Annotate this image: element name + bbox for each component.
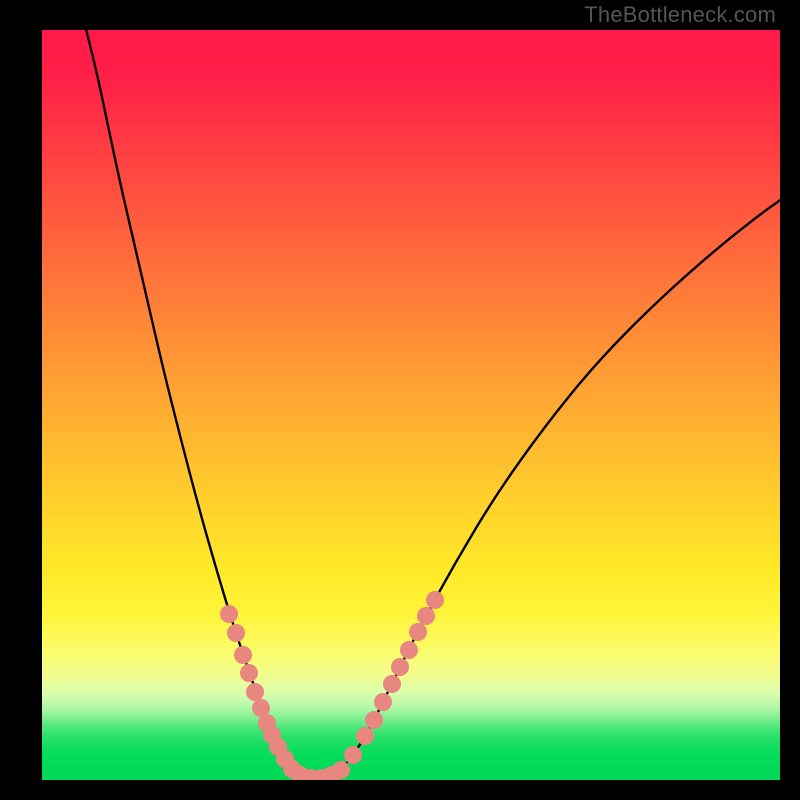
data-point bbox=[374, 693, 392, 711]
chart-frame: TheBottleneck.com bbox=[0, 0, 800, 800]
data-point bbox=[365, 711, 383, 729]
data-point bbox=[332, 761, 350, 779]
data-point bbox=[227, 624, 245, 642]
data-point bbox=[409, 623, 427, 641]
data-point bbox=[356, 727, 374, 745]
data-points-layer bbox=[42, 30, 780, 780]
data-point bbox=[383, 675, 401, 693]
plot-area bbox=[42, 30, 780, 780]
border-right bbox=[780, 0, 800, 800]
watermark-text: TheBottleneck.com bbox=[584, 2, 776, 28]
data-point bbox=[220, 605, 238, 623]
data-point bbox=[234, 646, 252, 664]
data-point bbox=[417, 607, 435, 625]
data-point bbox=[391, 658, 409, 676]
data-point bbox=[426, 591, 444, 609]
data-point bbox=[344, 746, 362, 764]
border-left bbox=[0, 0, 42, 800]
border-bottom bbox=[0, 780, 800, 800]
data-point bbox=[400, 641, 418, 659]
data-point bbox=[246, 683, 264, 701]
data-point bbox=[240, 664, 258, 682]
